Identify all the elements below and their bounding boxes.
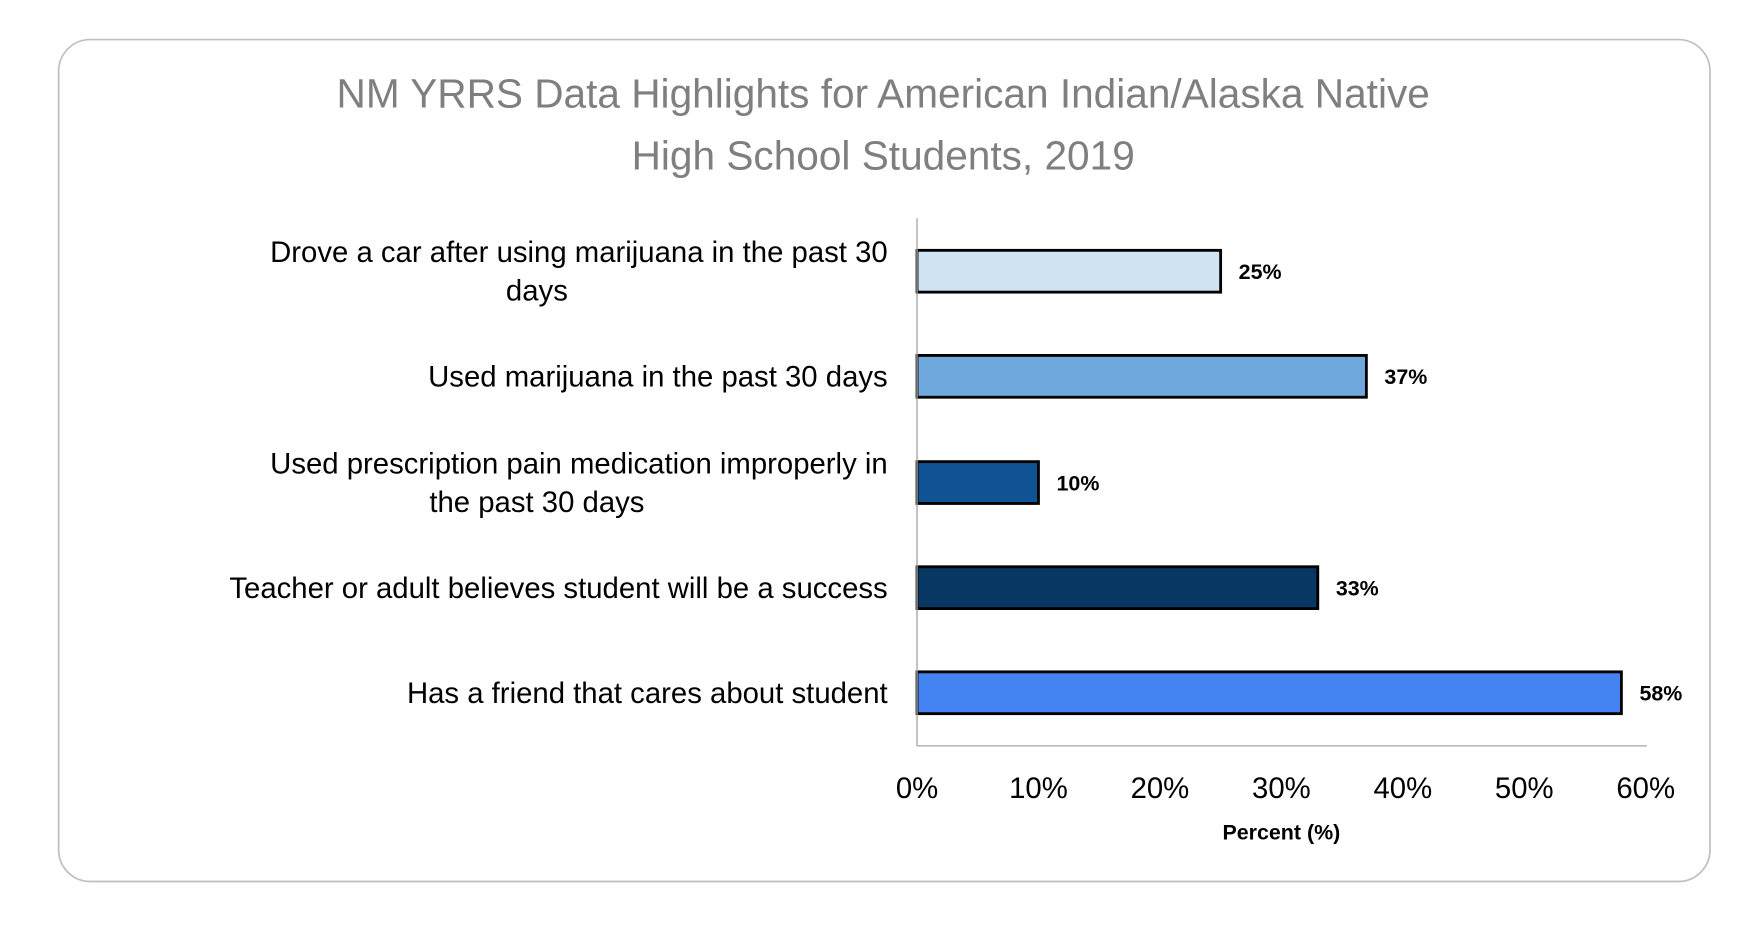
data-label: 25% [1239, 260, 1282, 284]
category-label: Teacher or adult believes student will b… [229, 572, 887, 605]
data-label: 58% [1639, 682, 1682, 706]
x-tick-label: 30% [1252, 772, 1311, 805]
bar [915, 354, 1368, 399]
x-tick-label: 60% [1616, 772, 1675, 805]
category-label: the past 30 days [429, 486, 644, 519]
category-label: Has a friend that cares about student [407, 677, 888, 710]
category-label: Drove a car after using marijuana in the… [270, 236, 888, 269]
x-axis-title: Percent (%) [1222, 821, 1340, 845]
x-tick-label: 50% [1495, 772, 1554, 805]
bar [915, 460, 1040, 505]
data-label: 37% [1384, 365, 1427, 389]
x-tick-label: 10% [1009, 772, 1068, 805]
x-tick-label: 0% [896, 772, 938, 805]
category-label: Used marijuana in the past 30 days [428, 360, 888, 393]
data-label: 10% [1057, 471, 1100, 495]
category-label: days [506, 275, 568, 308]
x-tick-label: 20% [1131, 772, 1190, 805]
category-label: Used prescription pain medication improp… [270, 447, 888, 480]
bar [915, 248, 1223, 294]
bar [915, 670, 1623, 716]
data-label: 33% [1336, 577, 1379, 601]
x-tick-label: 40% [1373, 772, 1432, 805]
chart-title-line-2: High School Students, 2019 [632, 132, 1135, 178]
chart-title-line-1: NM YRRS Data Highlights for American Ind… [337, 70, 1430, 116]
bar [915, 565, 1320, 610]
